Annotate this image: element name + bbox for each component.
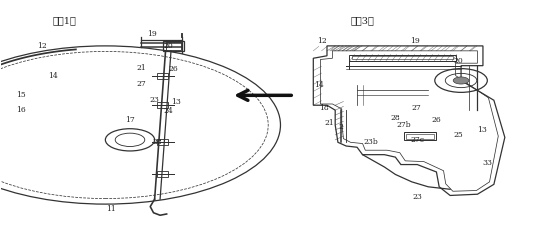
Text: 33: 33 — [482, 159, 492, 167]
Text: 21: 21 — [136, 64, 146, 72]
Bar — [404, 132, 437, 140]
Circle shape — [453, 77, 469, 84]
Bar — [163, 41, 184, 51]
Text: 12: 12 — [37, 42, 47, 50]
Bar — [157, 102, 168, 108]
Text: 25: 25 — [453, 131, 463, 139]
Text: 27b: 27b — [397, 121, 411, 129]
Text: 19: 19 — [410, 37, 420, 45]
Bar — [349, 54, 455, 61]
Text: 13: 13 — [172, 98, 182, 106]
Text: 『図1』: 『図1』 — [52, 17, 76, 26]
Text: 27: 27 — [136, 80, 146, 88]
Text: 11: 11 — [106, 205, 116, 213]
Text: 『図3』: 『図3』 — [350, 17, 375, 26]
Text: 26: 26 — [432, 116, 441, 124]
Text: 14: 14 — [48, 72, 58, 80]
Text: 27: 27 — [411, 104, 421, 112]
Text: 15: 15 — [15, 91, 25, 99]
Text: 28: 28 — [152, 138, 162, 146]
Text: 12: 12 — [317, 37, 326, 45]
Text: 27c: 27c — [410, 136, 424, 144]
Text: 13: 13 — [477, 126, 487, 134]
Text: 21: 21 — [325, 118, 334, 126]
Bar — [157, 139, 168, 145]
Text: 23: 23 — [412, 193, 422, 201]
Text: 23: 23 — [150, 96, 160, 104]
Text: 18: 18 — [320, 104, 329, 112]
Bar — [351, 56, 453, 60]
Text: 14: 14 — [314, 82, 323, 90]
Text: 17: 17 — [125, 116, 135, 124]
Bar — [406, 134, 434, 138]
Text: 24: 24 — [163, 108, 173, 116]
Text: 2: 2 — [338, 124, 343, 132]
Text: 26: 26 — [169, 65, 179, 74]
Bar — [157, 72, 168, 78]
Text: 28: 28 — [390, 114, 400, 122]
Text: 16: 16 — [15, 106, 25, 114]
Bar — [157, 172, 168, 177]
Text: 20: 20 — [163, 42, 173, 50]
Text: 19: 19 — [147, 30, 157, 38]
Bar — [166, 42, 181, 50]
Text: 23b: 23b — [364, 138, 378, 146]
Text: 20: 20 — [453, 57, 463, 65]
